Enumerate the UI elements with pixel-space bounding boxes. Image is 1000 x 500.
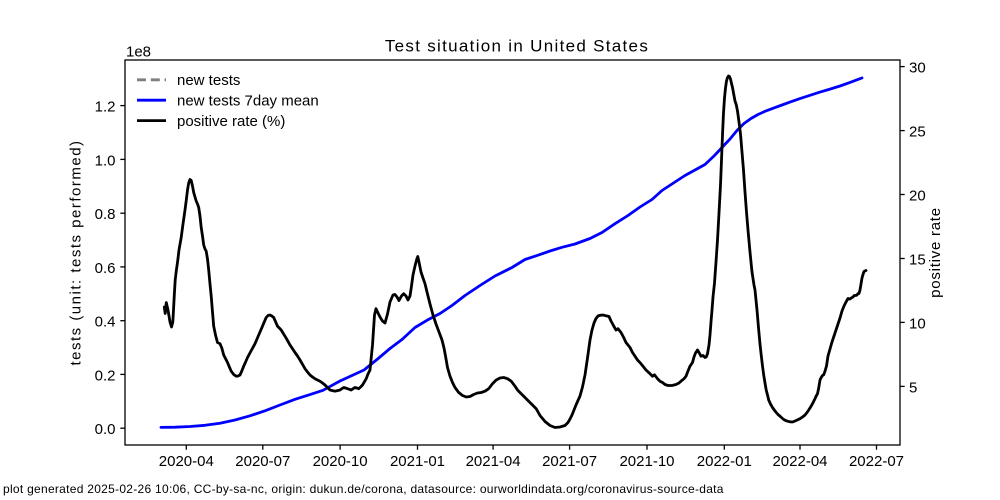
svg-text:2020-10: 2020-10 xyxy=(313,453,368,470)
svg-text:2021-07: 2021-07 xyxy=(542,453,597,470)
svg-text:2021-10: 2021-10 xyxy=(619,453,674,470)
svg-text:20: 20 xyxy=(909,187,926,204)
svg-text:25: 25 xyxy=(909,124,926,141)
svg-text:0.8: 0.8 xyxy=(95,206,116,223)
svg-text:2021-01: 2021-01 xyxy=(390,453,445,470)
svg-text:1.0: 1.0 xyxy=(95,152,116,169)
svg-text:5: 5 xyxy=(909,379,917,396)
svg-text:Test situation in United State: Test situation in United States xyxy=(385,37,649,56)
svg-text:new tests: new tests xyxy=(177,72,240,89)
svg-text:new tests 7day mean: new tests 7day mean xyxy=(177,92,319,109)
svg-text:tests (unit: tests performed): tests (unit: tests performed) xyxy=(68,139,85,365)
svg-text:positive rate (%): positive rate (%) xyxy=(177,113,285,130)
svg-text:15: 15 xyxy=(909,251,926,268)
svg-text:0.2: 0.2 xyxy=(95,367,116,384)
svg-text:0.0: 0.0 xyxy=(95,421,116,438)
svg-text:30: 30 xyxy=(909,60,926,77)
svg-text:plot generated 2025-02-26 10:0: plot generated 2025-02-26 10:06, CC-by-s… xyxy=(3,482,724,496)
svg-text:2022-01: 2022-01 xyxy=(697,453,752,470)
svg-text:1e8: 1e8 xyxy=(126,44,151,61)
svg-text:10: 10 xyxy=(909,315,926,332)
svg-text:1.2: 1.2 xyxy=(95,99,116,116)
svg-text:0.4: 0.4 xyxy=(95,314,116,331)
svg-text:2022-04: 2022-04 xyxy=(772,453,827,470)
svg-text:2020-04: 2020-04 xyxy=(159,453,214,470)
svg-text:2020-07: 2020-07 xyxy=(235,453,290,470)
svg-text:2021-04: 2021-04 xyxy=(466,453,521,470)
svg-text:positive rate: positive rate xyxy=(927,207,944,298)
svg-text:0.6: 0.6 xyxy=(95,260,116,277)
svg-text:2022-07: 2022-07 xyxy=(849,453,904,470)
